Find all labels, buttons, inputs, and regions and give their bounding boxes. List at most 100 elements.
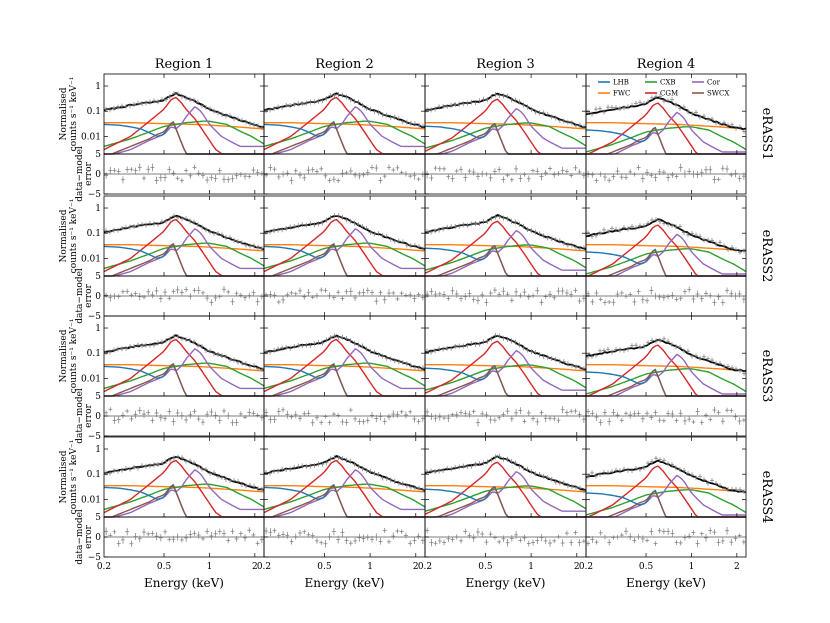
legend-label-cxb: CXB — [660, 79, 675, 87]
y-tick-label: −5 — [88, 190, 102, 200]
series-line-fwc — [264, 485, 426, 493]
residual-ylabel: data−model — [75, 268, 85, 324]
series-line-cor — [104, 348, 264, 397]
y-tick-label: 0 — [95, 412, 101, 422]
figure-layer: Region 1 Region 2 Region 3 Region 4 eRASS1 eR… — [59, 57, 774, 590]
x-axis-label: Energy (keV) — [144, 576, 224, 590]
x-tick-label: 2 — [252, 562, 258, 572]
y-tick-label: 5 — [95, 392, 101, 402]
spectrum-panel-frame — [263, 315, 426, 397]
spectrum-ylabel: Normalised — [59, 87, 69, 140]
legend-label-fwc: FWC — [613, 90, 630, 98]
y-tick-label: 0.01 — [81, 374, 101, 384]
series-line-cxb — [103, 483, 265, 511]
series-line-total — [424, 334, 587, 371]
y-tick-label: 0.1 — [87, 229, 101, 239]
series-line-cxb — [585, 489, 747, 516]
x-tick-label: 1 — [207, 562, 213, 572]
row-label: eRASS4 — [759, 471, 774, 524]
y-tick-label: 0.01 — [81, 495, 101, 505]
x-axis-label: Energy (keV) — [465, 576, 545, 590]
series-line-lhb — [585, 489, 746, 518]
row-label: eRASS3 — [759, 350, 774, 403]
y-tick-label: 5 — [95, 150, 101, 160]
x-tick-label: 0.5 — [639, 562, 654, 572]
y-tick-label: 0 — [95, 292, 101, 302]
spectrum-ylabel: counts s⁻¹ keV⁻¹ — [69, 77, 79, 152]
series-line-fwc — [264, 243, 426, 252]
x-tick-label: 2 — [734, 562, 740, 572]
row-label: eRASS2 — [759, 230, 774, 283]
y-tick-label: 0.1 — [87, 470, 101, 480]
series-line-fwc — [586, 364, 747, 372]
spectrum-panel-frame — [585, 195, 747, 277]
series-line-cor — [586, 233, 746, 277]
series-line-total — [263, 92, 426, 129]
series-line-cxb — [585, 368, 747, 395]
series-line-cor — [425, 107, 586, 155]
spectrum-panel-frame — [103, 195, 265, 277]
residual-ylabel: error — [84, 283, 94, 307]
series-line-fwc — [264, 364, 426, 372]
series-line-cxb — [263, 120, 426, 148]
x-tick-label: 0.2 — [257, 562, 271, 572]
spectrum-panel-frame — [585, 315, 747, 397]
series-line-fwc — [586, 243, 747, 252]
residual-ylabel: data−model — [75, 388, 85, 444]
x-tick-label: 2 — [413, 562, 419, 572]
series-line-cor — [104, 106, 264, 155]
y-tick-label: 0.1 — [87, 107, 101, 117]
series-line-lhb — [585, 126, 746, 155]
series-line-cxb — [424, 122, 587, 149]
series-line-cxb — [103, 242, 265, 270]
spectrum-panel-frame — [103, 315, 265, 397]
legend-label-lhb: LHB — [613, 79, 629, 87]
legend-label-cor: Cor — [707, 79, 721, 87]
series-line-total — [424, 214, 587, 251]
series-line-lhb — [585, 368, 746, 397]
series-line-fwc — [264, 121, 426, 130]
residual-ylabel: data−model — [75, 146, 85, 202]
series-line-fwc — [586, 485, 747, 493]
series-line-cxb — [585, 248, 747, 275]
series-line-cor — [264, 106, 425, 155]
y-tick-label: 1 — [95, 445, 101, 455]
series-line-fwc — [586, 121, 747, 130]
series-line-cor — [425, 229, 586, 277]
series-line-cor — [264, 469, 425, 518]
series-line-fwc — [104, 364, 265, 372]
series-line-cxb — [424, 485, 587, 512]
y-tick-label: −5 — [88, 312, 102, 322]
y-tick-label: 5 — [95, 272, 101, 282]
legend-label-cgm: CGM — [660, 90, 678, 98]
y-tick-label: 0.1 — [87, 349, 101, 359]
y-tick-label: 0 — [95, 170, 101, 180]
series-line-cxb — [424, 244, 587, 271]
series-line-cxb — [263, 483, 426, 511]
y-tick-label: 0.01 — [81, 132, 101, 142]
x-tick-label: 0.2 — [97, 562, 111, 572]
spectrum-ylabel: Normalised — [59, 209, 69, 262]
column-title: Region 4 — [637, 57, 696, 72]
series-line-cor — [264, 228, 425, 277]
series-line-cor — [586, 111, 746, 155]
series-line-total — [263, 215, 426, 251]
residual-ylabel: data−model — [75, 509, 85, 565]
series-line-cor — [104, 228, 264, 277]
y-tick-label: 1 — [95, 324, 101, 334]
y-tick-label: 0.01 — [81, 254, 101, 264]
spectrum-ylabel: counts s⁻¹ keV⁻¹ — [69, 319, 79, 394]
series-line-cxb — [424, 364, 587, 391]
series-line-cxb — [585, 126, 747, 153]
x-tick-label: 1 — [528, 562, 534, 572]
series-line-total — [263, 334, 426, 371]
row-label: eRASS1 — [759, 108, 774, 161]
column-title: Region 1 — [155, 57, 214, 72]
column-title: Region 3 — [476, 57, 535, 72]
x-tick-label: 0.2 — [418, 562, 432, 572]
series-line-cxb — [103, 362, 265, 390]
residual-ylabel: error — [84, 524, 94, 548]
series-line-fwc — [104, 243, 265, 252]
spectrum-ylabel: counts s⁻¹ keV⁻¹ — [69, 440, 79, 515]
spectrum-panel-frame — [263, 195, 426, 277]
